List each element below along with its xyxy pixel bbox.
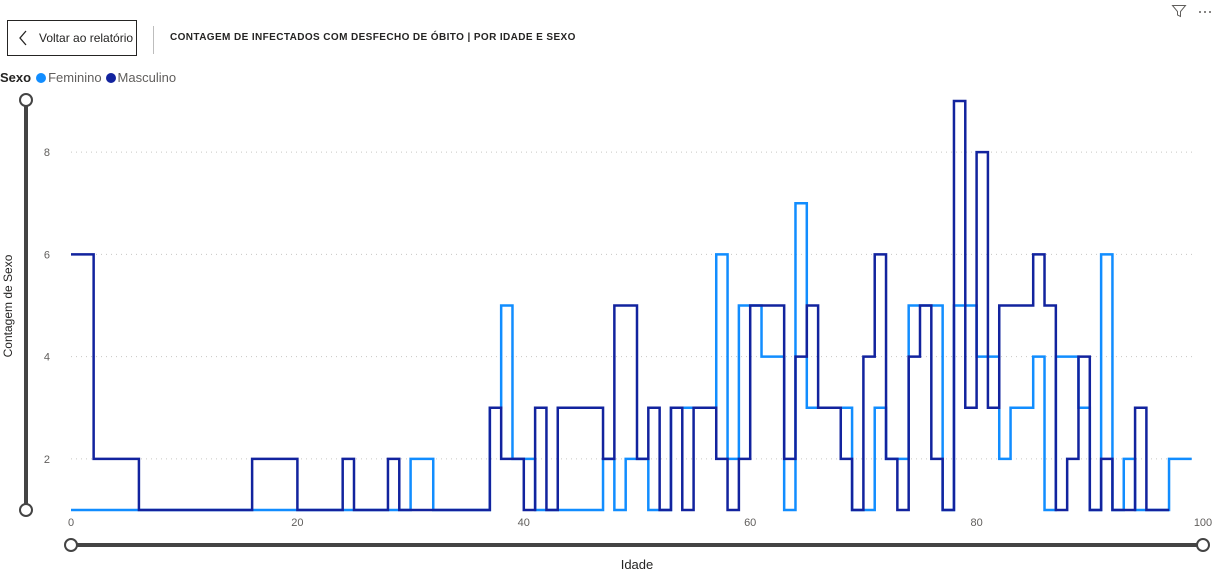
x-tick-0: 0	[68, 517, 74, 529]
zoom-sliders	[19, 93, 1210, 552]
legend-dot-masculino	[105, 72, 116, 83]
y-tick-6: 6	[44, 249, 50, 261]
x-tick-20: 20	[291, 517, 303, 529]
chevron-left-icon	[11, 20, 35, 56]
y-tick-4: 4	[44, 352, 50, 364]
x-tick-labels: 0 20 40 60 80 100	[68, 517, 1212, 529]
y-tick-8: 8	[44, 147, 50, 159]
legend-item-masculino[interactable]: Masculino	[105, 70, 177, 85]
y-slider-handle-bottom[interactable]	[19, 503, 33, 517]
back-button-label: Voltar ao relatório	[39, 31, 134, 45]
visual-header-icons	[1170, 2, 1214, 20]
filter-icon[interactable]	[1170, 2, 1188, 20]
series-line-masculino	[71, 99, 1170, 512]
title-divider	[153, 26, 154, 54]
legend-label-feminino: Feminino	[48, 70, 102, 85]
x-tick-40: 40	[518, 517, 530, 529]
y-slider-handle-top[interactable]	[19, 93, 33, 107]
chart-legend: Sexo Feminino Masculino	[0, 70, 180, 85]
x-tick-100: 100	[1194, 517, 1212, 529]
series-lines	[71, 99, 1192, 512]
y-tick-2: 2	[44, 454, 50, 466]
legend-label-masculino: Masculino	[117, 70, 177, 85]
x-tick-60: 60	[744, 517, 756, 529]
legend-dot-feminino	[36, 72, 47, 83]
legend-title: Sexo	[0, 70, 32, 85]
y-tick-labels: 2 4 6 8	[44, 147, 50, 466]
x-tick-80: 80	[970, 517, 982, 529]
x-axis-title: Idade	[621, 557, 654, 572]
page-title: CONTAGEM DE INFECTADOS COM DESFECHO DE Ó…	[170, 32, 576, 43]
y-axis-title: Contagem de Sexo	[1, 254, 15, 357]
x-slider-handle-right[interactable]	[1196, 538, 1210, 552]
back-to-report-button[interactable]: Voltar ao relatório	[7, 20, 137, 56]
x-slider-handle-left[interactable]	[64, 538, 78, 552]
legend-item-feminino[interactable]: Feminino	[36, 70, 102, 85]
more-options-icon[interactable]	[1196, 2, 1214, 20]
